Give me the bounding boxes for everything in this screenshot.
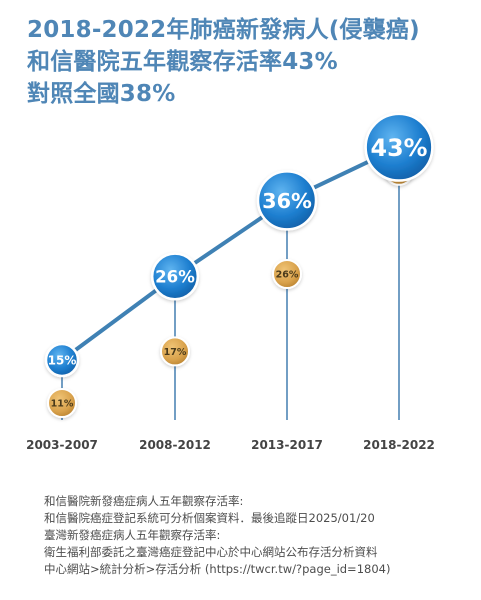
- national-value-label: 17%: [164, 347, 187, 358]
- hospital-bubbles: 15% 26% 36% 43%: [44, 112, 434, 378]
- note-line-5: 中心網站>統計分析>存活分析 (https://twcr.tw/?page_id…: [44, 562, 391, 576]
- x-tick-label: 2018-2022: [363, 438, 435, 452]
- x-tick-label: 2013-2017: [251, 438, 323, 452]
- x-tick-label: 2008-2012: [139, 438, 211, 452]
- national-bubbles: 11%17%26%38%: [47, 155, 414, 418]
- x-axis-labels: 2003-2007 2008-2012 2013-2017 2018-2022: [26, 438, 435, 452]
- hospital-bubble-2008-2012: [150, 252, 200, 301]
- hospital-bubble-2003-2007: [44, 342, 80, 378]
- national-bubble-2013-2017: [272, 259, 302, 289]
- hospital-bubble-2013-2017: [256, 170, 318, 231]
- source-notes: 和信醫院新發癌症病人五年觀察存活率: 和信醫院癌症登記系統可分析個案資料．最後追…: [44, 493, 390, 578]
- hospital-value-label: 43%: [371, 134, 428, 162]
- note-line-4: 衛生福利部委託之臺灣癌症登記中心於中心網站公布存活分析資料: [44, 545, 378, 559]
- x-tick-label: 2003-2007: [26, 438, 98, 452]
- hospital-value-label: 36%: [262, 189, 312, 213]
- hospital-value-label: 26%: [155, 267, 195, 286]
- note-line-2: 和信醫院癌症登記系統可分析個案資料．最後追蹤日2025/01/20: [44, 511, 375, 525]
- national-value-label: 11%: [51, 399, 74, 410]
- title-line-2: 和信醫院五年觀察存活率43%: [27, 49, 338, 75]
- national-value-label: 26%: [276, 270, 299, 281]
- drop-lines: [61, 147, 400, 420]
- note-line-1: 和信醫院新發癌症病人五年觀察存活率:: [44, 494, 244, 508]
- title-line-1: 2018-2022年肺癌新發病人(侵襲癌): [27, 17, 420, 43]
- national-bubble-2003-2007: [47, 388, 77, 418]
- title-line-3: 對照全國38%: [27, 81, 176, 107]
- note-line-3: 臺灣新發癌症病人五年觀察存活率:: [44, 528, 221, 542]
- hospital-trend-line: [60, 145, 401, 362]
- national-bubble-2008-2012: [160, 336, 190, 367]
- hospital-bubble-2018-2022: [364, 112, 434, 182]
- hospital-value-label: 15%: [48, 353, 77, 367]
- chart-title: 2018-2022年肺癌新發病人(侵襲癌) 和信醫院五年觀察存活率43% 對照全…: [27, 14, 467, 110]
